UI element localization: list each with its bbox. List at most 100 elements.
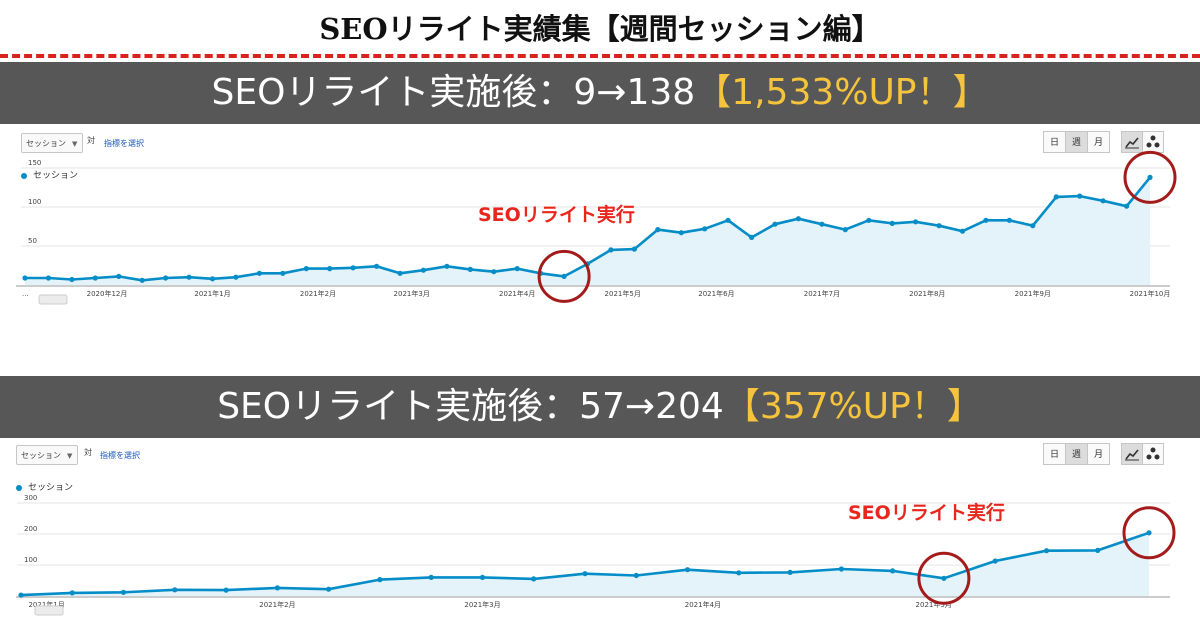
chart-type-toggle: [1121, 443, 1164, 465]
select-metric-link[interactable]: 指標を選択: [100, 451, 140, 460]
data-point[interactable]: [326, 586, 332, 592]
data-point[interactable]: [749, 234, 755, 240]
granularity-toggle: 日 週 月: [1043, 443, 1110, 465]
data-point[interactable]: [608, 247, 614, 253]
data-point[interactable]: [22, 275, 28, 281]
data-point[interactable]: [18, 592, 24, 598]
data-point[interactable]: [377, 577, 383, 583]
data-point[interactable]: [1053, 194, 1059, 200]
vs-label: 対: [87, 136, 95, 145]
select-metric-link[interactable]: 指標を選択: [104, 139, 144, 148]
data-point[interactable]: [1030, 223, 1036, 229]
data-point[interactable]: [992, 558, 998, 564]
data-point[interactable]: [514, 266, 520, 272]
data-point[interactable]: [684, 567, 691, 573]
data-point[interactable]: [327, 266, 333, 272]
granularity-month-button[interactable]: 月: [1087, 443, 1110, 465]
data-point[interactable]: [633, 572, 639, 579]
data-point[interactable]: [374, 263, 380, 269]
data-point[interactable]: [1095, 547, 1101, 553]
data-point[interactable]: [350, 265, 356, 271]
data-point[interactable]: [303, 266, 309, 272]
data-point[interactable]: [913, 219, 919, 225]
data-point[interactable]: [467, 266, 473, 272]
metric-select[interactable]: セッション ▼: [16, 445, 78, 465]
x-tick-label: 2021年4月: [499, 289, 535, 298]
data-point[interactable]: [1077, 193, 1083, 199]
data-point[interactable]: [842, 227, 848, 233]
data-point[interactable]: [256, 270, 262, 276]
data-point[interactable]: [139, 277, 145, 283]
data-point[interactable]: [1043, 548, 1050, 554]
chart-scroll-handle[interactable]: [34, 605, 64, 616]
data-point[interactable]: [725, 217, 731, 223]
chart-scroll-handle[interactable]: [38, 294, 68, 305]
data-point[interactable]: [420, 267, 426, 273]
data-point[interactable]: [655, 227, 661, 233]
data-point[interactable]: [428, 574, 434, 580]
data-point[interactable]: [1146, 530, 1152, 536]
x-tick-label: 2021年3月: [464, 600, 500, 609]
x-tick-label: 2021年5月: [916, 600, 952, 609]
data-point[interactable]: [941, 575, 947, 581]
data-point[interactable]: [787, 569, 793, 575]
metric-select-label: セッション: [21, 451, 61, 460]
line-chart-button[interactable]: [1121, 443, 1143, 465]
y-tick-label: 200: [24, 525, 37, 533]
data-point[interactable]: [531, 576, 537, 582]
data-point[interactable]: [223, 587, 229, 593]
metric-select[interactable]: セッション ▼: [21, 133, 83, 153]
data-point[interactable]: [69, 276, 75, 283]
legend-label: セッション: [33, 171, 79, 181]
data-point[interactable]: [397, 270, 403, 276]
granularity-month-button[interactable]: 月: [1087, 131, 1110, 153]
data-point[interactable]: [889, 220, 895, 226]
data-point[interactable]: [772, 221, 778, 227]
motion-chart-button[interactable]: [1142, 443, 1164, 465]
data-point[interactable]: [491, 269, 497, 275]
x-tick-label: 2021年2月: [300, 289, 336, 298]
data-point[interactable]: [280, 270, 286, 276]
data-point[interactable]: [1006, 217, 1013, 223]
legend-sessions: セッション: [21, 168, 78, 181]
data-point[interactable]: [444, 263, 450, 269]
x-tick-label: 2021年2月: [259, 600, 295, 609]
data-point[interactable]: [936, 223, 942, 229]
data-point[interactable]: [479, 574, 486, 580]
data-point[interactable]: [631, 246, 638, 252]
data-point[interactable]: [45, 275, 52, 281]
rewrite-annotation: SEOリライト実行: [478, 203, 635, 226]
data-point[interactable]: [1100, 198, 1106, 204]
data-point[interactable]: [890, 568, 896, 574]
data-point[interactable]: [736, 570, 742, 576]
legend-dot: [16, 484, 22, 491]
data-point[interactable]: [209, 276, 216, 282]
data-point[interactable]: [983, 217, 989, 223]
data-point[interactable]: [795, 216, 802, 222]
data-point[interactable]: [92, 275, 98, 281]
data-point[interactable]: [702, 226, 708, 232]
x-tick-label: 2021年9月: [1015, 289, 1051, 298]
data-point[interactable]: [959, 228, 966, 234]
data-point[interactable]: [172, 587, 178, 593]
data-point[interactable]: [678, 230, 684, 236]
granularity-toggle: 日 週 月: [1043, 131, 1110, 153]
data-point[interactable]: [1124, 203, 1130, 209]
data-point[interactable]: [582, 571, 588, 577]
data-point[interactable]: [69, 590, 75, 596]
data-point[interactable]: [866, 217, 872, 223]
data-point[interactable]: [116, 273, 122, 279]
data-point[interactable]: [561, 273, 567, 279]
data-point[interactable]: [163, 275, 169, 281]
data-point[interactable]: [838, 566, 845, 572]
data-point[interactable]: [274, 585, 280, 591]
chevron-down-icon: ▼: [72, 140, 78, 148]
legend-dot: [21, 172, 27, 179]
x-tick-label: 2021年7月: [804, 289, 840, 298]
data-point[interactable]: [186, 274, 192, 280]
data-point[interactable]: [120, 589, 127, 595]
data-point[interactable]: [819, 221, 825, 227]
data-point[interactable]: [233, 274, 239, 280]
data-point[interactable]: [1147, 174, 1153, 180]
x-tick-label: 2021年1月: [28, 600, 64, 609]
